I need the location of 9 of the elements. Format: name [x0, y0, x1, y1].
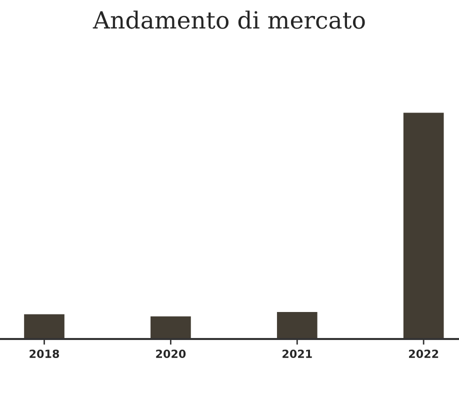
x-tick-label: 2022	[409, 350, 438, 358]
bar	[276, 310, 319, 339]
x-tick-label: 2021	[282, 350, 312, 358]
bar	[402, 112, 446, 339]
chart-title: Andamento di mercato	[92, 10, 365, 29]
x-tick-label: 2018	[30, 350, 60, 358]
bar	[22, 312, 66, 339]
x-tick-label: 2020	[156, 350, 186, 358]
bar	[149, 314, 192, 339]
